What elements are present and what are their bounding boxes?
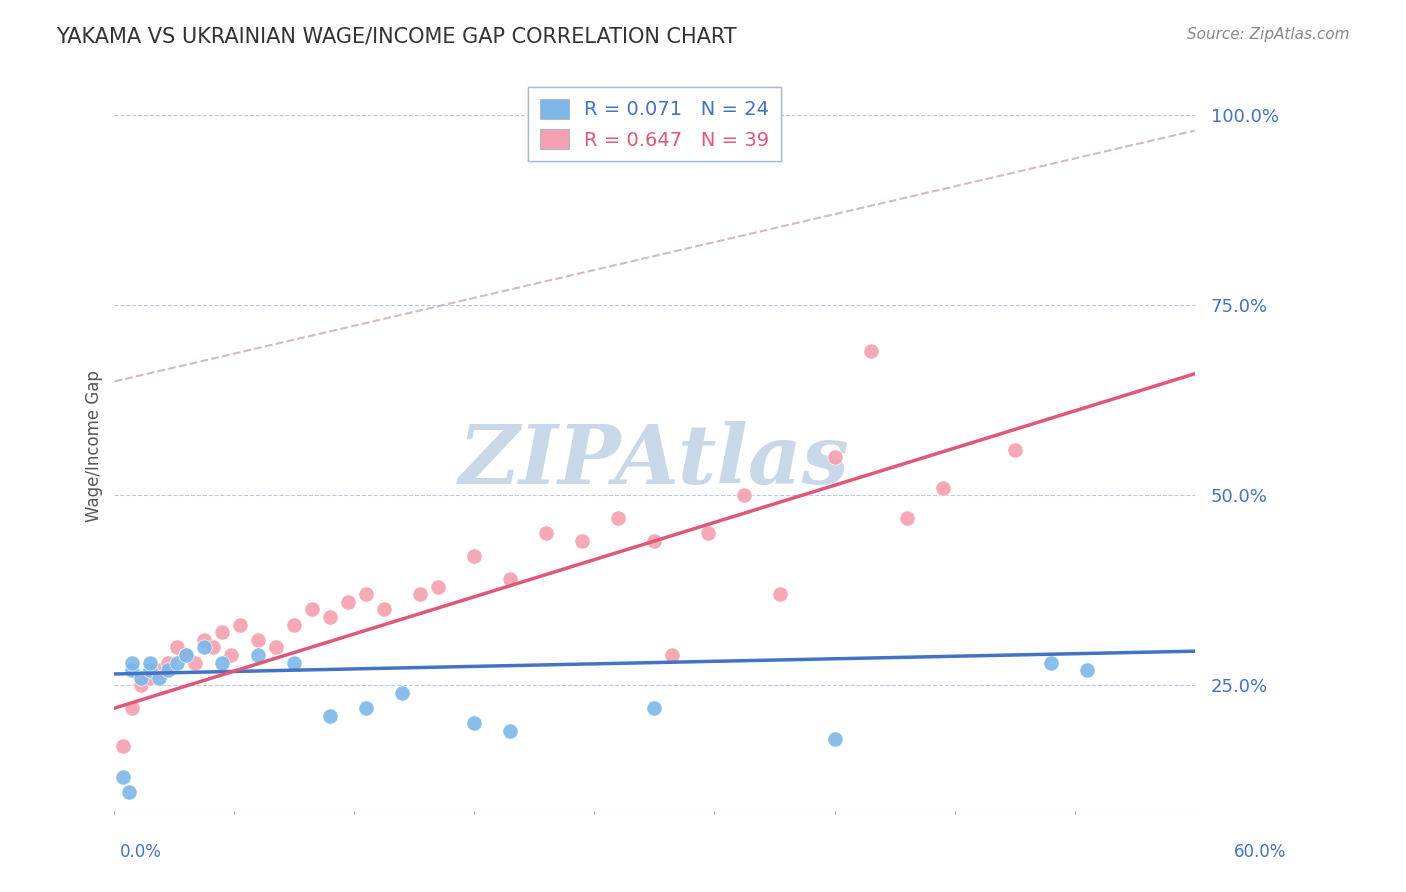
Point bbox=[337, 595, 360, 609]
Point bbox=[734, 488, 756, 502]
Point bbox=[283, 617, 305, 632]
Point bbox=[139, 671, 162, 685]
Point bbox=[896, 511, 918, 525]
Y-axis label: Wage/Income Gap: Wage/Income Gap bbox=[86, 370, 103, 522]
Point bbox=[409, 587, 432, 601]
Point bbox=[121, 656, 143, 670]
Point bbox=[391, 686, 413, 700]
Point bbox=[571, 533, 593, 548]
Point bbox=[607, 511, 630, 525]
Point bbox=[131, 678, 153, 692]
Point bbox=[319, 610, 342, 624]
Point bbox=[373, 602, 395, 616]
Point bbox=[139, 656, 162, 670]
Text: Source: ZipAtlas.com: Source: ZipAtlas.com bbox=[1187, 27, 1350, 42]
Point bbox=[157, 656, 180, 670]
Point bbox=[643, 701, 665, 715]
Point bbox=[118, 785, 141, 799]
Point bbox=[193, 640, 215, 655]
Point bbox=[148, 671, 170, 685]
Point bbox=[229, 617, 252, 632]
Point bbox=[131, 671, 153, 685]
Point bbox=[769, 587, 792, 601]
Point bbox=[247, 632, 270, 647]
Point bbox=[824, 450, 846, 465]
Point bbox=[176, 648, 198, 662]
Point bbox=[356, 701, 378, 715]
Legend: R = 0.071   N = 24, R = 0.647   N = 39: R = 0.071 N = 24, R = 0.647 N = 39 bbox=[527, 87, 782, 161]
Point bbox=[661, 648, 683, 662]
Point bbox=[139, 663, 162, 677]
Text: 0.0%: 0.0% bbox=[120, 843, 162, 861]
Point bbox=[697, 526, 720, 541]
Point bbox=[463, 549, 485, 564]
Point bbox=[1076, 663, 1098, 677]
Point bbox=[121, 701, 143, 715]
Point bbox=[166, 656, 188, 670]
Point bbox=[1039, 656, 1062, 670]
Point bbox=[202, 640, 225, 655]
Point bbox=[463, 716, 485, 731]
Point bbox=[211, 656, 233, 670]
Point bbox=[499, 723, 522, 738]
Point bbox=[157, 663, 180, 677]
Point bbox=[536, 526, 558, 541]
Point bbox=[112, 770, 135, 784]
Point bbox=[148, 663, 170, 677]
Text: 60.0%: 60.0% bbox=[1234, 843, 1286, 861]
Point bbox=[221, 648, 243, 662]
Point bbox=[427, 580, 450, 594]
Point bbox=[112, 739, 135, 754]
Point bbox=[247, 648, 270, 662]
Point bbox=[643, 533, 665, 548]
Text: ZIPAtlas: ZIPAtlas bbox=[458, 421, 849, 500]
Point bbox=[266, 640, 288, 655]
Point bbox=[166, 640, 188, 655]
Point bbox=[301, 602, 323, 616]
Point bbox=[499, 572, 522, 586]
Point bbox=[319, 708, 342, 723]
Point bbox=[1004, 442, 1026, 457]
Point bbox=[859, 344, 882, 359]
Point bbox=[931, 481, 953, 495]
Point bbox=[356, 587, 378, 601]
Point bbox=[211, 625, 233, 640]
Text: YAKAMA VS UKRAINIAN WAGE/INCOME GAP CORRELATION CHART: YAKAMA VS UKRAINIAN WAGE/INCOME GAP CORR… bbox=[56, 27, 737, 46]
Point bbox=[121, 663, 143, 677]
Point bbox=[184, 656, 207, 670]
Point bbox=[193, 632, 215, 647]
Point bbox=[283, 656, 305, 670]
Point bbox=[176, 648, 198, 662]
Point bbox=[824, 731, 846, 746]
